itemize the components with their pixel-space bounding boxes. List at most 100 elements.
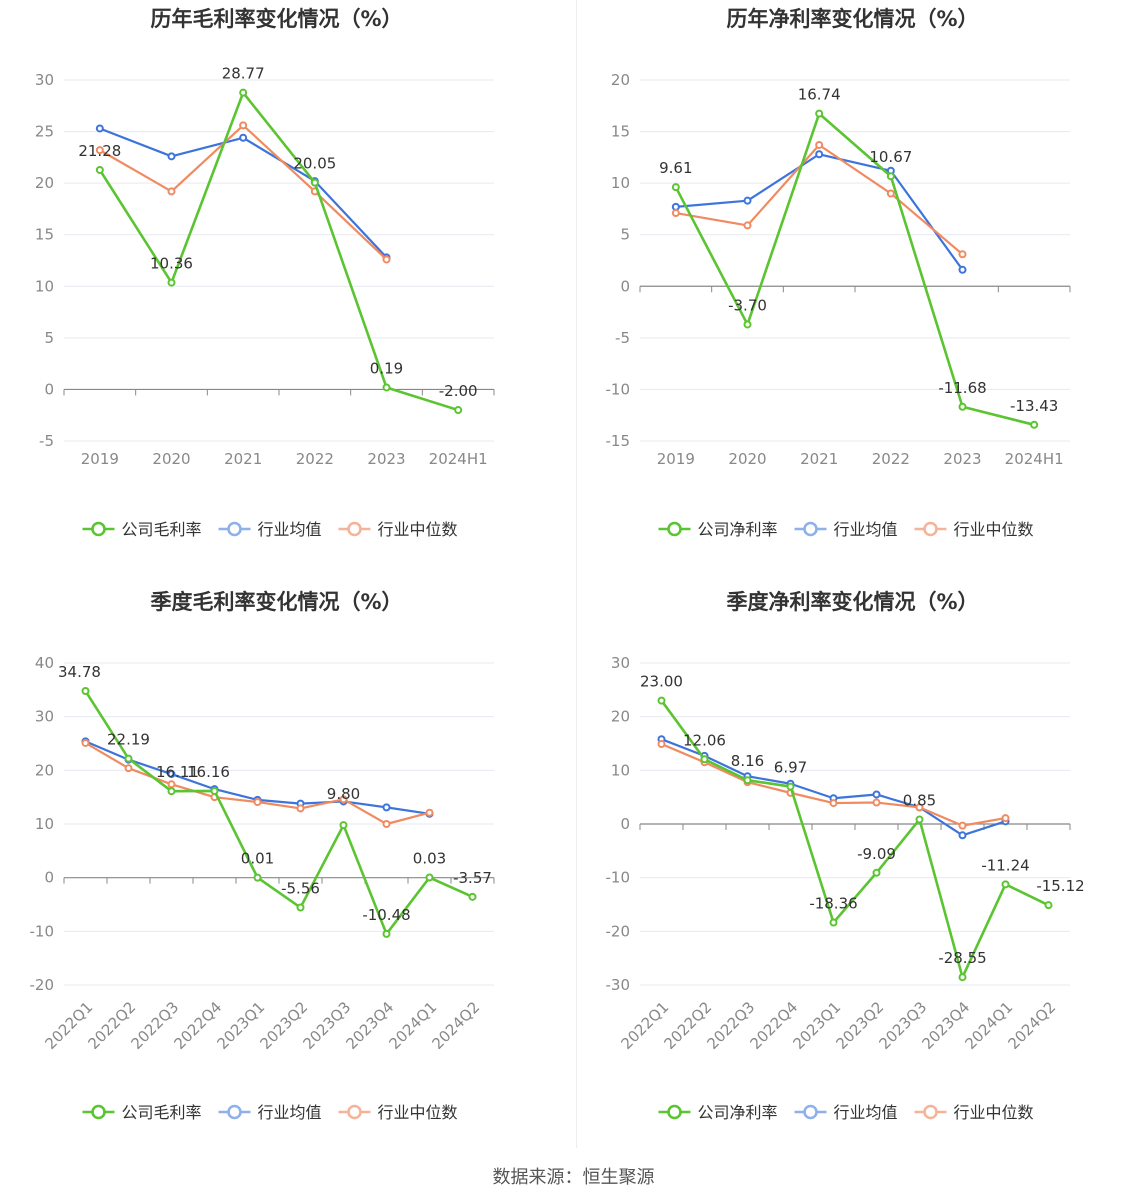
series-line xyxy=(98,91,459,412)
legend-item[interactable]: 行业中位数 xyxy=(338,520,458,539)
x-tick-label: 2020 xyxy=(728,450,766,468)
y-tick-label: 20 xyxy=(35,174,54,192)
data-label: -15.12 xyxy=(1036,877,1084,895)
legend-marker-icon xyxy=(803,521,818,537)
legend-item[interactable]: 行业中位数 xyxy=(914,520,1034,539)
legend-label: 公司净利率 xyxy=(698,520,778,539)
series-line xyxy=(661,743,1006,827)
legend-label: 公司净利率 xyxy=(698,1103,778,1122)
data-point xyxy=(382,820,391,828)
data-label: 12.06 xyxy=(683,731,726,749)
x-tick-label: 2019 xyxy=(81,450,119,468)
y-tick-label: 25 xyxy=(35,123,54,141)
data-label: 9.80 xyxy=(327,785,360,803)
data-label: 16.74 xyxy=(798,86,841,104)
source-note: 数据来源：恒生聚源 xyxy=(492,1167,655,1188)
data-point xyxy=(210,786,219,795)
data-point xyxy=(872,790,881,799)
y-tick-label: -30 xyxy=(606,976,631,994)
data-point xyxy=(958,973,967,982)
data-point xyxy=(95,146,104,155)
y-tick-label: 20 xyxy=(611,708,630,726)
data-label: 6.97 xyxy=(774,759,807,777)
legend-label: 行业均值 xyxy=(258,1103,322,1122)
data-label: -28.55 xyxy=(938,949,986,967)
data-label: -5.56 xyxy=(281,880,320,898)
legend-item[interactable]: 行业中位数 xyxy=(338,1103,458,1122)
legend-label: 行业中位数 xyxy=(954,1103,1034,1122)
legend-item[interactable]: 公司净利率 xyxy=(658,520,778,539)
data-label: 20.05 xyxy=(293,155,336,173)
legend-marker-icon xyxy=(91,1104,106,1120)
series-line xyxy=(675,143,964,256)
y-tick-label: -5 xyxy=(39,432,54,450)
x-tick-label: 2022 xyxy=(872,450,910,468)
data-point xyxy=(382,255,391,264)
legend-item[interactable]: 公司净利率 xyxy=(658,1103,778,1122)
data-label: 23.00 xyxy=(640,673,683,691)
data-point xyxy=(1001,814,1010,823)
data-point xyxy=(1044,901,1053,910)
series-line xyxy=(84,742,430,826)
data-point xyxy=(296,903,305,912)
data-point xyxy=(253,797,262,806)
data-point xyxy=(743,196,752,205)
data-label: -13.43 xyxy=(1010,397,1058,415)
data-point xyxy=(786,782,795,791)
data-point xyxy=(167,787,176,796)
legend-item[interactable]: 行业均值 xyxy=(794,520,898,539)
data-point xyxy=(700,755,709,764)
data-label: -3.70 xyxy=(728,296,767,314)
legend-item[interactable]: 行业均值 xyxy=(218,1103,322,1122)
y-tick-label: -10 xyxy=(606,380,631,398)
legend-item[interactable]: 行业中位数 xyxy=(914,1103,1034,1122)
data-point xyxy=(81,738,90,747)
data-label: 0.85 xyxy=(903,791,936,809)
data-label: 8.16 xyxy=(731,752,764,770)
x-tick-label: 2024H1 xyxy=(1005,450,1064,468)
data-point xyxy=(339,821,348,830)
y-tick-label: 15 xyxy=(611,123,630,141)
data-label: -2.00 xyxy=(439,382,478,400)
legend-item[interactable]: 行业均值 xyxy=(218,520,322,539)
data-point xyxy=(167,770,176,779)
y-tick-label: -10 xyxy=(606,869,631,887)
y-tick-label: -15 xyxy=(606,432,631,450)
y-tick-label: 15 xyxy=(35,226,54,244)
y-tick-label: 10 xyxy=(35,815,54,833)
data-label: 34.78 xyxy=(58,663,101,681)
data-point xyxy=(382,383,391,392)
y-tick-label: 5 xyxy=(620,226,630,244)
y-tick-label: -20 xyxy=(606,922,631,940)
panel-divider xyxy=(576,0,577,1148)
x-tick-label: 2024Q2 xyxy=(1005,998,1060,1053)
legend-marker-icon xyxy=(227,1104,242,1120)
legend-marker-icon xyxy=(803,1104,818,1120)
y-tick-label: -10 xyxy=(30,922,55,940)
data-point xyxy=(253,873,262,882)
x-tick-label: 2022 xyxy=(296,450,334,468)
series-line xyxy=(84,690,474,936)
data-point xyxy=(815,109,824,118)
legend-item[interactable]: 公司毛利率 xyxy=(82,1103,202,1122)
data-point xyxy=(886,189,895,198)
legend-marker-icon xyxy=(347,521,362,537)
data-point xyxy=(310,178,319,187)
data-point xyxy=(81,687,90,696)
data-point xyxy=(657,740,666,749)
data-point xyxy=(124,754,133,763)
chart-title: 季度毛利率变化情况（%） xyxy=(150,590,402,614)
chart-annual-net-margin: 历年净利率变化情况（%） 20 15 10 5 0 -5 -10 -15 2019 2020 2021… xyxy=(606,7,1071,539)
legend-label: 公司毛利率 xyxy=(122,520,202,539)
data-point xyxy=(239,133,248,142)
y-tick-label: -5 xyxy=(615,329,630,347)
y-tick-label: 0 xyxy=(620,815,630,833)
x-tick-label: 2024Q2 xyxy=(429,998,484,1053)
legend-item[interactable]: 行业均值 xyxy=(794,1103,898,1122)
legend-item[interactable]: 公司毛利率 xyxy=(82,520,202,539)
legend-marker-icon xyxy=(227,521,242,537)
y-tick-label: 10 xyxy=(611,174,630,192)
data-point xyxy=(958,250,967,259)
legend-marker-icon xyxy=(923,521,938,537)
data-point xyxy=(124,764,133,773)
